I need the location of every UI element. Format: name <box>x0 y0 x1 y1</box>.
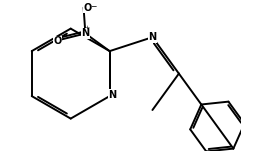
Text: N: N <box>148 32 157 42</box>
Text: −: − <box>90 2 96 11</box>
Text: O: O <box>83 3 92 13</box>
Text: +: + <box>84 25 89 30</box>
Text: N: N <box>81 28 89 38</box>
Text: N: N <box>108 90 116 100</box>
Text: O: O <box>53 36 62 46</box>
